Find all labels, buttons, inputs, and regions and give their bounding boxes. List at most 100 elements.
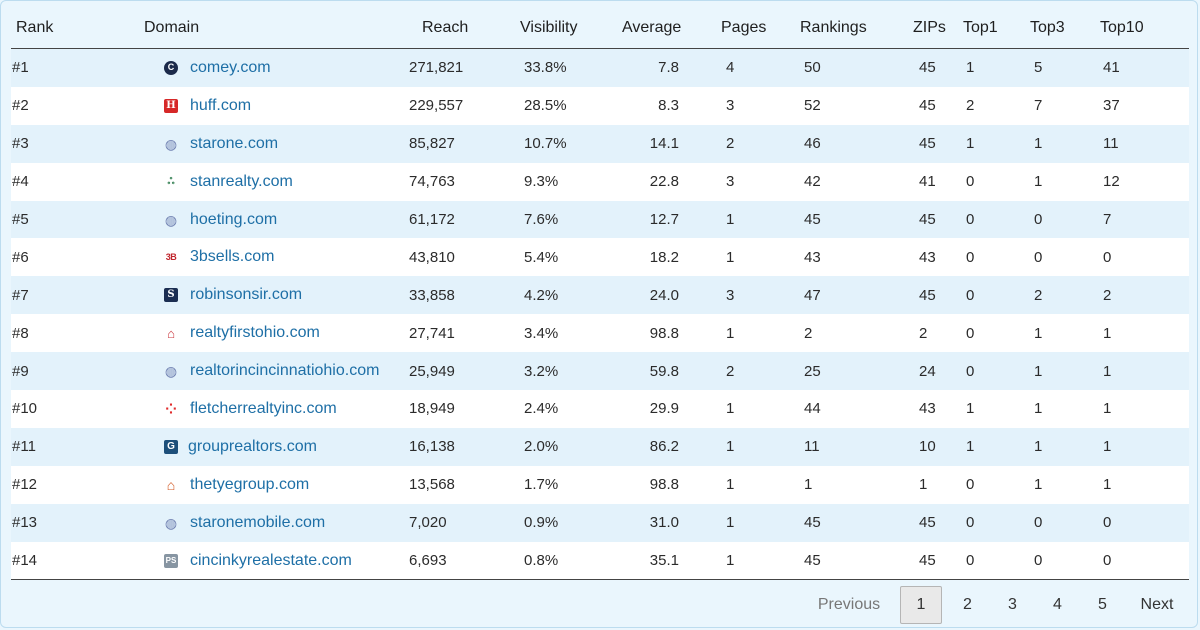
domain-link[interactable]: thetyegroup.com <box>190 475 310 493</box>
reach-cell: 25,949 <box>409 352 510 391</box>
column-header-zips[interactable]: ZIPs <box>899 7 962 49</box>
reach-cell: 7,020 <box>409 503 510 542</box>
domain-entry: ◍ staronemobile.com <box>164 514 409 532</box>
domain-entry: 3B 3bsells.com <box>164 248 409 266</box>
domain-cell: ◍ realtorincincinnatiohio.com <box>87 352 409 391</box>
average-cell: 59.8 <box>609 352 709 391</box>
column-header-pages[interactable]: Pages <box>709 7 788 49</box>
visibility-cell: 3.2% <box>510 352 609 391</box>
domain-entry: ஃ stanrealty.com <box>164 173 409 191</box>
3bsells-logo-icon: 3B <box>165 251 177 262</box>
column-header-average[interactable]: Average <box>609 7 709 49</box>
column-header-domain[interactable]: Domain <box>87 7 409 49</box>
globe-icon: ◍ <box>164 136 178 151</box>
top3-cell: 0 <box>1029 503 1097 542</box>
domain-link[interactable]: fletcherrealtyinc.com <box>190 399 337 417</box>
rankings-cell: 45 <box>788 541 899 581</box>
domain-link[interactable]: robinsonsir.com <box>190 286 303 304</box>
top10-cell: 0 <box>1097 541 1189 581</box>
domain-link[interactable]: realtorincincinnatiohio.com <box>190 362 380 380</box>
page-1-button[interactable]: 1 <box>900 586 942 624</box>
pages-cell: 3 <box>709 276 788 315</box>
pages-cell: 4 <box>709 48 788 87</box>
domain-link[interactable]: cincinkyrealestate.com <box>190 551 352 569</box>
domain-link[interactable]: realtyfirstohio.com <box>190 324 320 342</box>
rankings-cell: 45 <box>788 200 899 239</box>
column-header-reach[interactable]: Reach <box>409 7 510 49</box>
visibility-cell: 5.4% <box>510 238 609 277</box>
page-5-button[interactable]: 5 <box>1098 596 1107 613</box>
column-header-rankings[interactable]: Rankings <box>788 7 899 49</box>
domain-entry: ⌂ thetyegroup.com <box>164 476 409 494</box>
next-page-button[interactable]: Next <box>1140 596 1174 613</box>
top10-cell: 1 <box>1097 352 1189 391</box>
top3-cell: 1 <box>1029 314 1097 353</box>
top10-cell: 1 <box>1097 314 1189 353</box>
page-3-button[interactable]: 3 <box>1008 596 1017 613</box>
zips-cell: 45 <box>899 124 962 163</box>
rankings-cell: 52 <box>788 86 899 125</box>
domain-link[interactable]: staronemobile.com <box>190 513 326 531</box>
top10-cell: 12 <box>1097 162 1189 201</box>
pages-cell: 1 <box>709 238 788 277</box>
average-cell: 86.2 <box>609 427 709 466</box>
average-cell: 31.0 <box>609 503 709 542</box>
reach-cell: 61,172 <box>409 200 510 239</box>
domain-entry: ⁘ fletcherrealtyinc.com <box>164 400 409 418</box>
top10-cell: 0 <box>1097 503 1189 542</box>
domain-entry: ⌂ realtyfirstohio.com <box>164 324 409 342</box>
rank-cell: #6 <box>11 238 87 277</box>
visibility-cell: 9.3% <box>510 162 609 201</box>
domain-cell: ஃ stanrealty.com <box>87 162 409 201</box>
column-header-rank[interactable]: Rank <box>11 7 87 49</box>
visibility-cell: 7.6% <box>510 200 609 239</box>
huff-logo-icon: H <box>164 98 178 113</box>
visibility-cell: 2.0% <box>510 427 609 466</box>
zips-cell: 45 <box>899 276 962 315</box>
zips-cell: 45 <box>899 541 962 581</box>
domain-cell: ◍ starone.com <box>87 124 409 163</box>
rank-cell: #9 <box>11 352 87 391</box>
pages-cell: 1 <box>709 390 788 428</box>
top3-cell: 1 <box>1029 124 1097 163</box>
column-header-visibility[interactable]: Visibility <box>510 7 609 49</box>
top3-cell: 1 <box>1029 465 1097 504</box>
domain-link[interactable]: grouprealtors.com <box>188 437 317 455</box>
domain-link[interactable]: starone.com <box>190 134 279 152</box>
page-4-button[interactable]: 4 <box>1053 596 1062 613</box>
top1-cell: 0 <box>962 276 1029 315</box>
pagination: Previous 1 2 3 4 5 Next <box>804 585 1189 625</box>
top3-cell: 0 <box>1029 200 1097 239</box>
column-header-top3[interactable]: Top3 <box>1029 7 1097 49</box>
top1-cell: 0 <box>962 200 1029 239</box>
visibility-cell: 28.5% <box>510 86 609 125</box>
top3-cell: 1 <box>1029 427 1097 466</box>
grouprealtors-logo-icon: G <box>164 439 178 454</box>
domain-link[interactable]: stanrealty.com <box>190 172 293 190</box>
top1-cell: 0 <box>962 238 1029 277</box>
column-header-top10[interactable]: Top10 <box>1097 7 1189 49</box>
globe-icon: ◍ <box>164 364 178 379</box>
column-header-top1[interactable]: Top1 <box>962 7 1029 49</box>
domain-link[interactable]: huff.com <box>190 96 252 114</box>
rankings-cell: 1 <box>788 465 899 504</box>
visibility-cell: 4.2% <box>510 276 609 315</box>
top3-cell: 0 <box>1029 238 1097 277</box>
rank-cell: #7 <box>11 276 87 315</box>
rankings-cell: 45 <box>788 503 899 542</box>
domain-link[interactable]: 3bsells.com <box>190 248 275 266</box>
top1-cell: 1 <box>962 427 1029 466</box>
domain-link[interactable]: comey.com <box>190 58 271 76</box>
domain-link[interactable]: hoeting.com <box>190 210 278 228</box>
rank-cell: #12 <box>11 465 87 504</box>
previous-page-button[interactable]: Previous <box>817 596 881 613</box>
top1-cell: 2 <box>962 86 1029 125</box>
top3-cell: 0 <box>1029 541 1097 581</box>
globe-icon: ◍ <box>164 212 178 227</box>
rank-cell: #13 <box>11 503 87 542</box>
page-2-button[interactable]: 2 <box>963 596 972 613</box>
